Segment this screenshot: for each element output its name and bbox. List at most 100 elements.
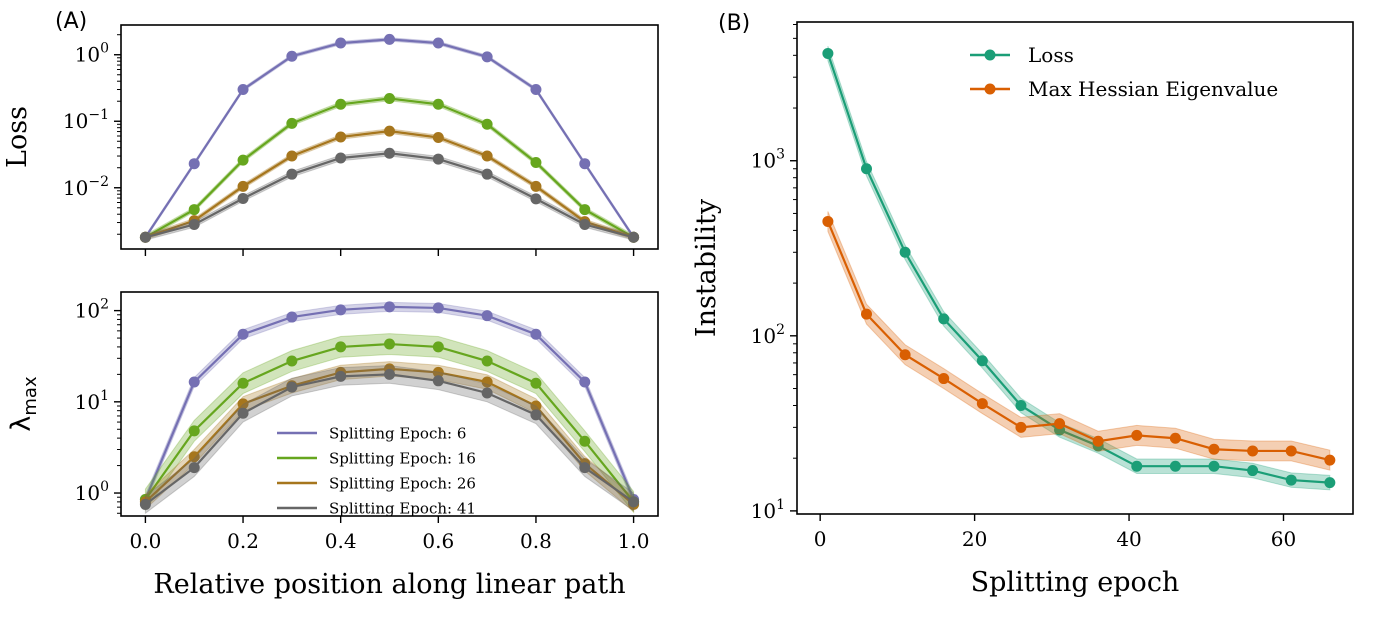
data-point xyxy=(335,131,347,143)
x-tick-label: 0.2 xyxy=(227,529,259,553)
series-3 xyxy=(139,147,640,243)
data-point xyxy=(976,398,988,410)
data-point xyxy=(1015,421,1027,433)
data-point xyxy=(481,51,493,63)
data-point xyxy=(139,231,151,243)
data-point xyxy=(384,125,395,137)
legend-label: Loss xyxy=(1028,43,1074,67)
data-point xyxy=(384,301,395,313)
data-point xyxy=(237,84,249,96)
tick-exponent: −2 xyxy=(88,174,109,190)
plot-area xyxy=(139,33,640,243)
data-point xyxy=(286,150,298,162)
data-point xyxy=(1247,445,1259,457)
y-tick-label: 101 xyxy=(751,497,785,523)
tick-base: 10 xyxy=(75,481,100,505)
data-point xyxy=(481,118,493,130)
data-point xyxy=(237,377,249,389)
tick-exponent: −1 xyxy=(88,107,109,123)
series-line xyxy=(145,152,634,239)
series-line xyxy=(826,221,1331,462)
data-point xyxy=(579,158,591,170)
plot-area xyxy=(822,46,1336,491)
x-tick-label: 20 xyxy=(962,527,987,551)
data-point xyxy=(628,231,640,243)
data-point xyxy=(1208,460,1220,472)
x-tick-label: 0.0 xyxy=(130,529,162,553)
tick-base: 10 xyxy=(63,176,88,200)
data-point xyxy=(530,328,542,340)
data-point xyxy=(1169,432,1181,444)
data-point xyxy=(899,246,911,258)
data-point xyxy=(286,355,298,367)
x-tick-label: 0.8 xyxy=(520,529,552,553)
y-tick-label: 102 xyxy=(751,322,785,348)
data-point xyxy=(481,150,493,162)
x-tick-label: 0.4 xyxy=(325,529,357,553)
data-point xyxy=(237,192,249,204)
tick-exponent: 2 xyxy=(100,297,109,313)
y-axis-label: Instability xyxy=(691,198,722,337)
series-0 xyxy=(822,46,1336,491)
x-tick-label: 0 xyxy=(814,527,827,551)
data-point xyxy=(432,37,444,49)
series-line xyxy=(144,38,635,238)
data-point xyxy=(432,131,444,143)
y-axis-label: λmax xyxy=(6,376,41,432)
series-line xyxy=(826,53,1330,484)
tick-base: 10 xyxy=(63,109,88,133)
tick-base: 10 xyxy=(75,390,100,414)
tick-base: 10 xyxy=(75,43,100,67)
confidence-band xyxy=(144,365,635,515)
data-point xyxy=(530,193,542,205)
data-point xyxy=(432,366,444,378)
data-point xyxy=(938,373,950,385)
data-point xyxy=(237,180,249,192)
data-point xyxy=(335,370,347,382)
data-point xyxy=(384,147,395,159)
tick-base: 10 xyxy=(751,324,776,348)
data-point xyxy=(822,47,834,59)
y-tick-label: 101 xyxy=(75,388,109,414)
data-point xyxy=(1285,445,1297,457)
data-point xyxy=(432,153,444,165)
data-point xyxy=(384,92,395,104)
confidence-band xyxy=(144,95,635,241)
data-point xyxy=(861,308,872,320)
tick-base: 10 xyxy=(751,149,776,173)
data-point xyxy=(237,328,249,340)
data-point xyxy=(384,33,395,45)
x-tick-label: 0.6 xyxy=(422,529,454,553)
data-point xyxy=(481,310,493,322)
data-point xyxy=(481,355,493,367)
data-point xyxy=(1131,460,1143,472)
data-point xyxy=(1131,429,1143,441)
confidence-band xyxy=(827,211,1331,471)
tick-exponent: 0 xyxy=(100,479,109,495)
legend-marker xyxy=(984,49,996,61)
data-point xyxy=(188,376,200,388)
x-tick-label: 1.0 xyxy=(618,529,650,553)
y-tick-label: 102 xyxy=(75,297,109,323)
data-point xyxy=(384,368,395,380)
data-point xyxy=(938,313,950,325)
data-point xyxy=(530,400,542,412)
data-point xyxy=(432,375,444,387)
data-point xyxy=(286,168,298,180)
x-axis-label: Relative position along linear path xyxy=(153,569,625,600)
data-point xyxy=(822,215,834,227)
data-point xyxy=(286,117,298,129)
data-point xyxy=(335,304,347,316)
confidence-band xyxy=(144,333,635,514)
data-point xyxy=(335,37,347,49)
x-tick-label: 40 xyxy=(1116,527,1141,551)
data-point xyxy=(579,219,591,231)
legend-label: Splitting Epoch: 26 xyxy=(329,474,476,492)
y-tick-label: 100 xyxy=(75,479,109,505)
panel-a-label: (A) xyxy=(55,9,87,34)
data-point xyxy=(481,168,493,180)
series-2 xyxy=(139,125,640,243)
